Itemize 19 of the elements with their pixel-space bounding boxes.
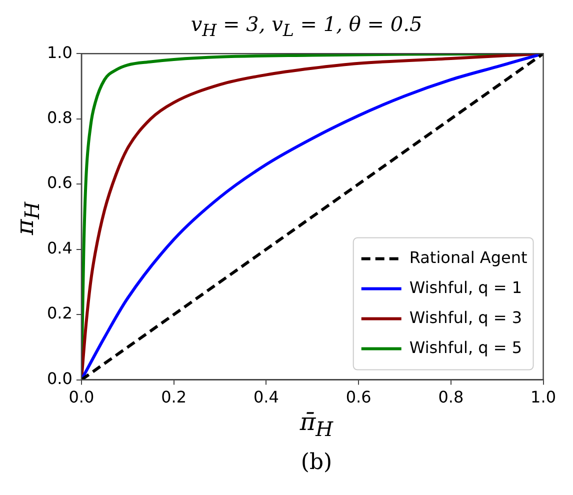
y-tick-label: 0.2 bbox=[46, 304, 72, 323]
legend-label: Rational Agent bbox=[409, 248, 528, 267]
y-tick-label: 0.8 bbox=[46, 108, 72, 127]
y-tick-label: 0.0 bbox=[46, 368, 72, 388]
text: (b) bbox=[300, 450, 334, 475]
y-tick-label: 1.0 bbox=[46, 42, 72, 62]
chart-title: v$_{H}$ = 3, v$_{L}$ = 1, θ = 0.5 bbox=[190, 12, 424, 40]
x-tick-label: 0.6 bbox=[346, 388, 372, 407]
x-axis-title: π̄$_{H}$ bbox=[298, 408, 334, 441]
y-tick-label: 0.4 bbox=[46, 238, 72, 258]
legend-label: Wishful, q = 3 bbox=[409, 308, 522, 327]
x-tick-label: 1.0 bbox=[530, 388, 556, 407]
x-tick-label: 0.8 bbox=[438, 388, 464, 407]
legend-label: Wishful, q = 1 bbox=[409, 278, 522, 297]
x-tick-label: 0.0 bbox=[68, 388, 94, 407]
x-tick-label: 0.4 bbox=[253, 388, 279, 407]
legend-label: Wishful, q = 5 bbox=[409, 338, 522, 357]
x-tick-label: 0.2 bbox=[161, 388, 187, 407]
y-tick-label: 0.6 bbox=[46, 173, 72, 192]
